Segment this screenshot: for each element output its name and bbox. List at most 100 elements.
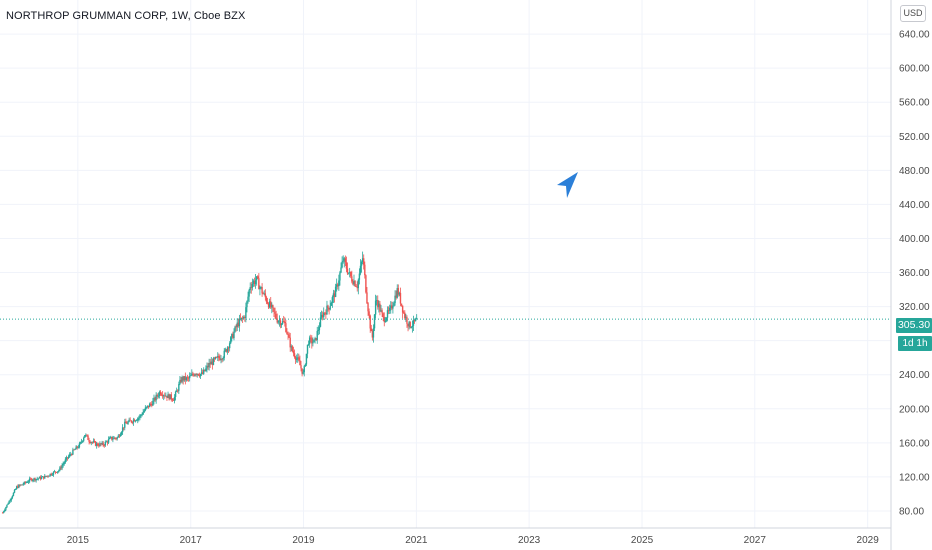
candle-body: [335, 284, 338, 287]
candle-body: [195, 374, 197, 376]
candle-body: [118, 435, 121, 437]
candle-body: [220, 359, 222, 360]
candle-body: [75, 446, 77, 450]
candle-body: [299, 360, 301, 366]
candle-body: [368, 311, 370, 316]
candle-body: [34, 478, 36, 481]
candle-body: [247, 296, 249, 302]
candle-body: [324, 312, 326, 314]
candle-body: [152, 400, 154, 406]
candle-body: [28, 478, 31, 482]
candle-body: [400, 303, 403, 306]
candle-body: [319, 317, 322, 327]
candle-body: [190, 375, 192, 377]
candle-body: [223, 350, 225, 358]
y-tick-label: 240.00: [899, 370, 930, 381]
candle-body: [21, 484, 23, 486]
candle-body: [124, 421, 126, 428]
candle-body: [154, 397, 156, 401]
candle-body: [130, 420, 132, 423]
candle-body: [98, 445, 100, 447]
candle-body: [177, 390, 179, 392]
candle-body: [398, 292, 401, 295]
currency-button[interactable]: USD: [900, 5, 926, 22]
candle-body: [83, 437, 85, 441]
candle-body: [158, 391, 161, 396]
candle-body: [292, 351, 295, 354]
candle-body: [133, 419, 136, 422]
candle-body: [307, 344, 310, 345]
candle-body: [211, 361, 214, 365]
candle-body: [191, 373, 193, 376]
x-tick-label: 2027: [744, 535, 767, 546]
x-tick-label: 2025: [631, 535, 654, 546]
candle-body: [142, 412, 144, 415]
candle-body: [300, 365, 302, 369]
candle-body: [30, 478, 32, 480]
candle-body: [243, 317, 245, 319]
candle-body: [210, 361, 212, 365]
candle-body: [255, 276, 258, 281]
candle-body: [382, 313, 384, 317]
candle-body: [135, 420, 138, 422]
candle-body: [90, 442, 92, 444]
y-tick-label: 160.00: [899, 438, 930, 449]
candle-body: [244, 317, 246, 318]
candle-body: [401, 305, 404, 313]
candle-body: [153, 397, 155, 401]
candle-body: [248, 289, 250, 297]
candle-body: [80, 441, 83, 443]
candle-body: [227, 347, 230, 349]
candle-body: [85, 434, 87, 436]
candle-body: [344, 258, 347, 263]
candle-body: [410, 327, 412, 329]
y-tick-label: 120.00: [899, 472, 930, 483]
candle-body: [99, 443, 101, 446]
candle-body: [236, 322, 238, 328]
candle-body: [35, 478, 37, 481]
candle-body: [254, 280, 257, 284]
candle-body: [391, 305, 393, 309]
candle-body: [267, 303, 270, 308]
candle-body: [47, 475, 49, 477]
candle-body: [180, 379, 182, 382]
candle-body: [209, 363, 211, 365]
candle-body: [387, 310, 390, 311]
candle-body: [306, 344, 309, 354]
candle-body: [342, 260, 344, 262]
candle-body: [67, 456, 70, 459]
candle-body: [53, 471, 56, 473]
candle-body: [403, 312, 405, 314]
candle-body: [97, 443, 99, 446]
candle-body: [46, 475, 48, 477]
candle-body: [395, 295, 397, 298]
candle-body: [377, 300, 379, 308]
candle-body: [119, 434, 122, 437]
candle-body: [102, 442, 104, 446]
candle-body: [112, 438, 114, 440]
candle-body: [413, 319, 416, 322]
candle-body: [41, 476, 44, 478]
candle-body: [312, 342, 314, 344]
candle-body: [276, 318, 278, 323]
candle-body: [61, 465, 63, 469]
candle-body: [19, 484, 21, 486]
candle-body: [241, 317, 244, 319]
candle-body: [196, 373, 198, 375]
candle-body: [72, 449, 74, 455]
candle-body: [193, 374, 195, 376]
candle-body: [404, 312, 406, 319]
candle-body: [185, 377, 188, 381]
candle-body: [409, 321, 411, 328]
candle-body: [301, 368, 303, 374]
candle-body: [4, 509, 6, 512]
candle-body: [70, 454, 72, 456]
candle-body: [338, 280, 340, 287]
candle-body: [270, 301, 272, 308]
candle-body: [251, 283, 254, 288]
candle-body: [111, 436, 113, 440]
candle-body: [26, 482, 29, 483]
candle-body: [40, 477, 43, 479]
